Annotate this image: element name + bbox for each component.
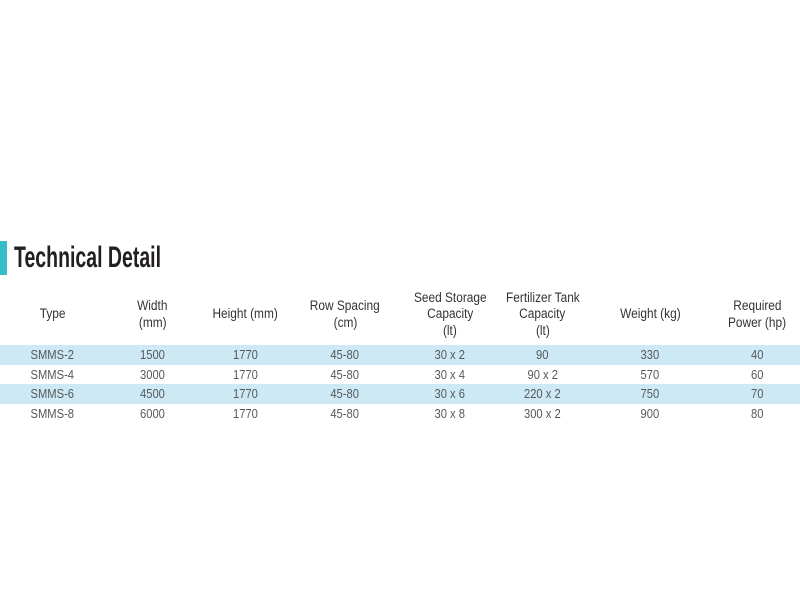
cell-width: 4500	[140, 386, 165, 402]
cell-weight: 330	[640, 347, 660, 363]
cell-weight: 750	[640, 386, 660, 402]
cell-height: 1770	[232, 347, 258, 363]
cell-fertilizer-tank: 300 x 2	[524, 406, 561, 422]
header-cell-width: Width (mm)	[137, 298, 168, 330]
cell-weight: 900	[640, 406, 660, 422]
cell-width: 3000	[140, 366, 165, 382]
cell-height: 1770	[232, 386, 258, 402]
cell-required-power: 70	[751, 386, 764, 402]
header-cell-fertilizer-tank: Fertilizer Tank Capacity (lt)	[505, 289, 580, 338]
cell-type: SMMS-8	[30, 406, 75, 422]
cell-required-power: 80	[751, 406, 764, 422]
cell-seed-storage: 30 x 6	[434, 386, 466, 402]
table-row-smms-4: SMMS-4 3000 1770 45-80 30 x 4 90 x 2 570…	[0, 365, 800, 385]
cell-height: 1770	[232, 406, 258, 422]
header-cell-required-power: Required Power (hp)	[728, 298, 787, 330]
cell-type: SMMS-2	[30, 347, 75, 363]
cell-required-power: 40	[751, 347, 764, 363]
cell-type: SMMS-6	[30, 386, 75, 402]
cell-fertilizer-tank: 90 x 2	[527, 366, 558, 382]
cell-row-spacing: 45-80	[330, 347, 360, 363]
header-cell-weight: Weight (kg)	[619, 306, 681, 322]
table-header-row: Type Width (mm) Height (mm) Row Spacing …	[0, 284, 800, 345]
table-row-smms-6: SMMS-6 4500 1770 45-80 30 x 6 220 x 2 75…	[0, 384, 800, 404]
cell-row-spacing: 45-80	[330, 366, 360, 382]
cell-width: 1500	[140, 347, 165, 363]
cell-fertilizer-tank: 90	[536, 347, 549, 363]
section-title: Technical Detail	[14, 241, 162, 274]
cell-seed-storage: 30 x 8	[434, 406, 466, 422]
header-cell-type: Type	[39, 306, 66, 322]
header-cell-row-spacing: Row Spacing (cm)	[309, 298, 380, 330]
cell-fertilizer-tank: 220 x 2	[524, 386, 561, 402]
cell-width: 6000	[140, 406, 165, 422]
section-heading: Technical Detail	[0, 241, 240, 275]
cell-seed-storage: 30 x 4	[434, 366, 466, 382]
cell-required-power: 60	[751, 366, 764, 382]
cell-weight: 570	[640, 366, 660, 382]
cell-row-spacing: 45-80	[330, 386, 360, 402]
cell-seed-storage: 30 x 2	[434, 347, 466, 363]
table-row-smms-2: SMMS-2 1500 1770 45-80 30 x 2 90 330 40	[0, 345, 800, 365]
cell-row-spacing: 45-80	[330, 406, 360, 422]
header-cell-seed-storage: Seed Storage Capacity (lt)	[413, 289, 487, 338]
technical-detail-table: Type Width (mm) Height (mm) Row Spacing …	[0, 284, 800, 423]
heading-accent-bar	[0, 241, 7, 275]
header-cell-height: Height (mm)	[212, 306, 278, 322]
cell-type: SMMS-4	[30, 366, 75, 382]
cell-height: 1770	[232, 366, 258, 382]
table-row-smms-8: SMMS-8 6000 1770 45-80 30 x 8 300 x 2 90…	[0, 404, 800, 424]
table-body: SMMS-2 1500 1770 45-80 30 x 2 90 330 40 …	[0, 345, 800, 423]
